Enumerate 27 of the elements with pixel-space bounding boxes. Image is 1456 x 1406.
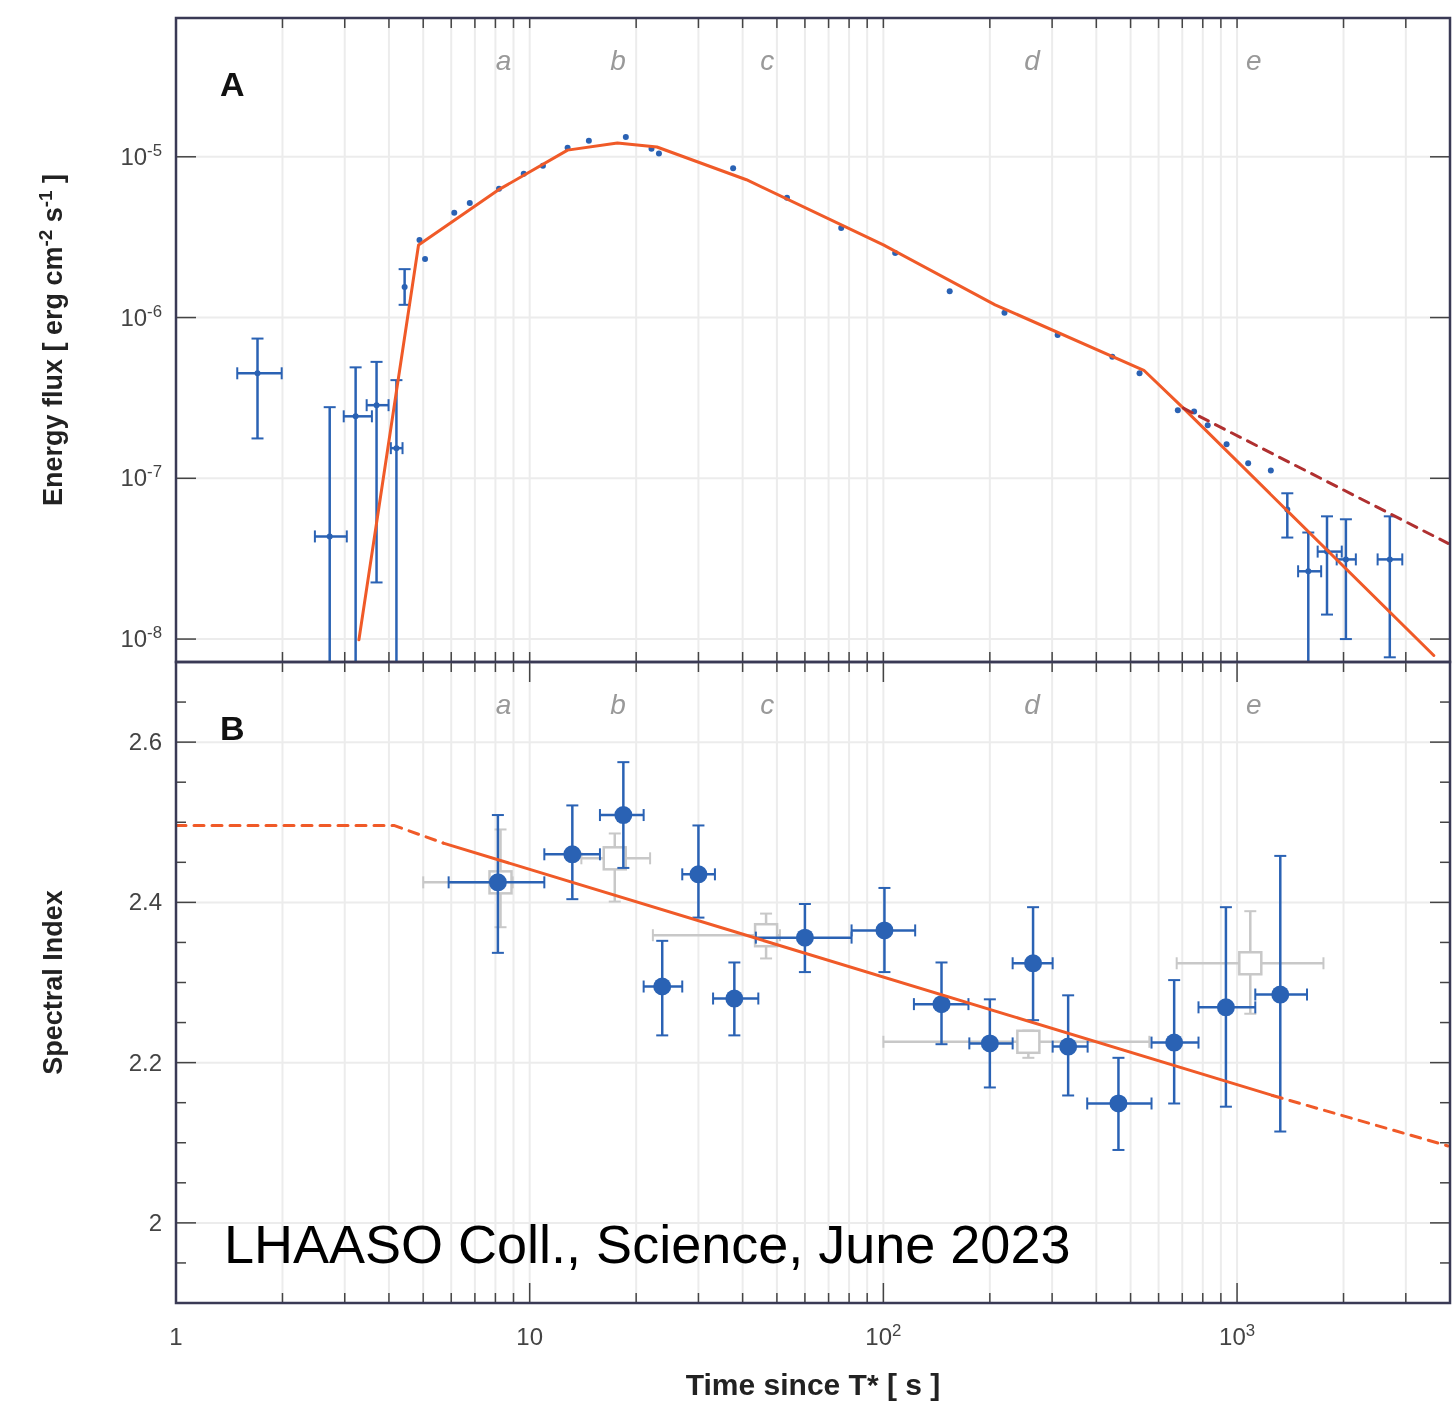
x-tick-label: 10$^{3}$ [1219, 1320, 1256, 1350]
annotation: b [610, 45, 626, 76]
annotation: b [610, 689, 626, 720]
y-tick-label: 10$^{-6}$ [120, 301, 162, 331]
annotation: a [495, 45, 512, 76]
annotation: e [1246, 45, 1262, 76]
y-tick-label: 2.4 [128, 888, 162, 916]
y-axis-title: Spectral Index [38, 890, 68, 1075]
y-tick-label: 10$^{-7}$ [120, 461, 162, 492]
y-tick-label: 10$^{-5}$ [120, 140, 162, 170]
annotation: c [760, 45, 775, 76]
x-tick-label: 1 [169, 1323, 183, 1350]
y-tick-label: 2.2 [128, 1048, 162, 1076]
y-tick-label: 10$^{-8}$ [120, 622, 162, 653]
x-tick-label: 10 [516, 1323, 544, 1350]
y-tick-label: 2 [148, 1208, 162, 1236]
text: A [220, 65, 245, 103]
text: B [220, 709, 245, 747]
annotation: e [1246, 689, 1262, 720]
annotation: LHAASO Coll., Science, June 2023 [224, 1214, 1071, 1274]
x-axis-title: Time since T* [ s ] [685, 1368, 941, 1401]
annotation: a [495, 689, 512, 720]
annotation: d [1024, 45, 1042, 76]
x-tick-label: 10$^{2}$ [865, 1320, 902, 1350]
annotation: c [760, 689, 775, 720]
y-tick-label: 2.6 [128, 728, 162, 756]
annotation: d [1024, 689, 1042, 720]
